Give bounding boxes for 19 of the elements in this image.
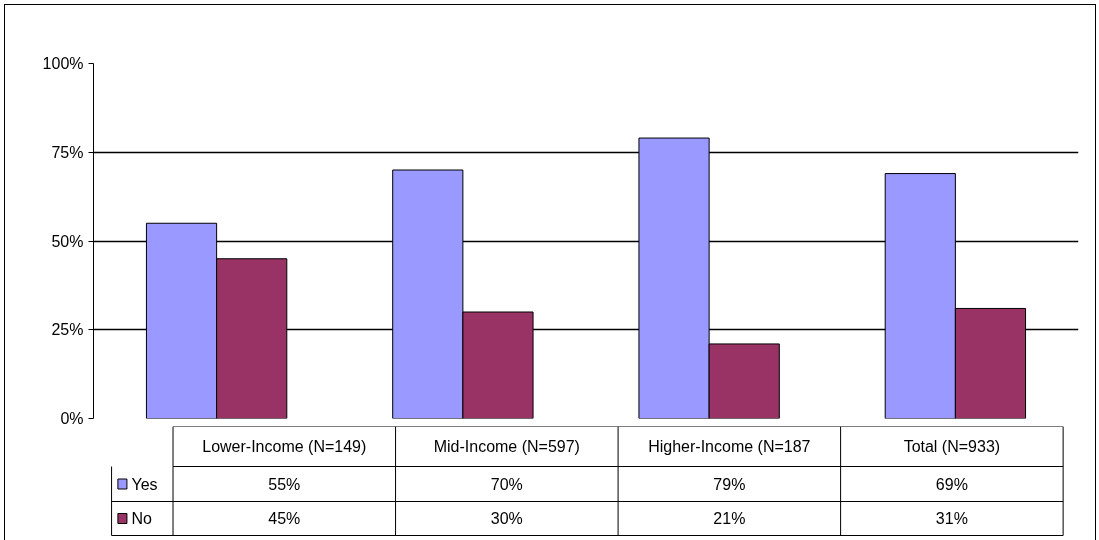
x-tick-label: Lower-Income (N=149) [202,438,367,455]
data-label: 31% [935,510,968,527]
data-label: 45% [268,510,301,527]
legend-label: No [131,510,153,527]
data-label: 79% [713,475,746,493]
x-tick-label: Total (N=933) [903,438,1001,455]
y-tick-label: 0% [60,409,84,427]
y-tick-label: 50% [51,232,84,250]
data-label: 55% [268,475,301,493]
y-tick-label: 100% [42,55,84,72]
data-label: 69% [935,475,968,493]
data-label: 70% [490,475,523,493]
data-label: 30% [490,510,523,527]
x-tick-label: Mid-Income (N=597) [433,438,580,455]
x-tick-label: Higher-Income (N=187 [648,438,811,455]
data-label: 21% [713,510,746,527]
y-tick-label: 75% [51,143,84,161]
legend-label: Yes [131,475,158,493]
y-tick-label: 25% [51,321,84,339]
